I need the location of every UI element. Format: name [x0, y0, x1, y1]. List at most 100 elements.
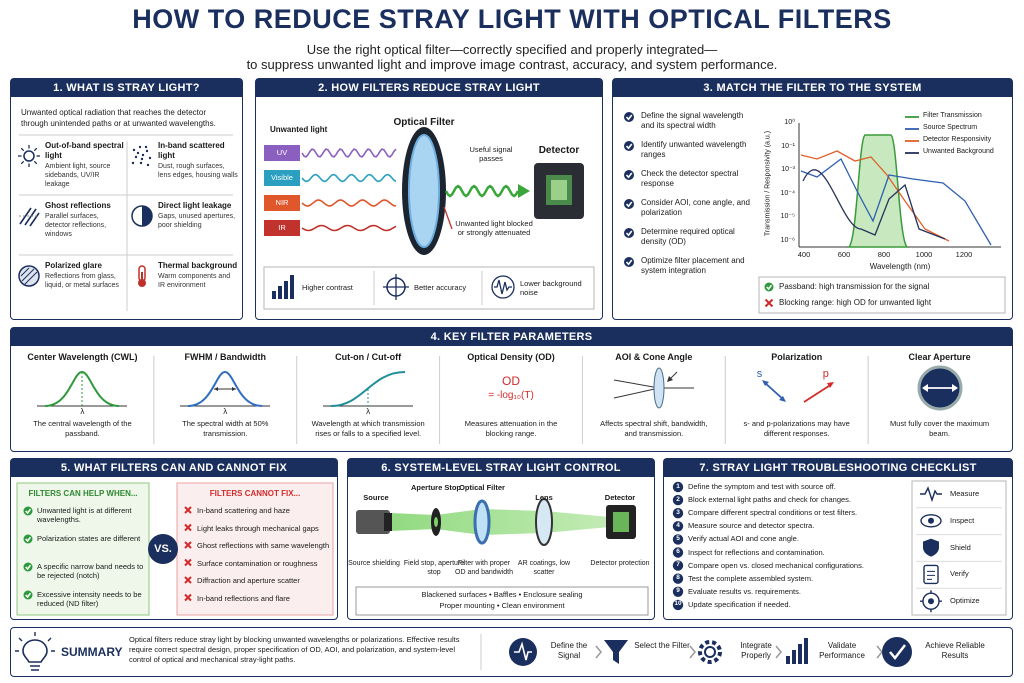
- item-desc: Gaps, unused apertures, poor shielding: [158, 213, 236, 229]
- summary-title: SUMMARY: [61, 645, 123, 659]
- filter-diagram-part-part: [272, 291, 276, 299]
- param-desc: Must fully cover the maximum beam.: [889, 419, 990, 438]
- optical-train-part: [355, 498, 649, 616]
- action-label: Optimize: [950, 596, 980, 606]
- item-icon-part-part: [145, 149, 149, 153]
- x-tick-label: 600: [837, 250, 851, 259]
- checklist-art-part-part: [672, 586, 684, 597]
- detector-label: Detector: [538, 145, 580, 156]
- param-icon-part-part: [613, 387, 659, 399]
- item-icon-part-part: [139, 161, 143, 165]
- checklist-art-part-part: [672, 599, 684, 611]
- step-number: 2: [676, 495, 680, 503]
- param-icon-part-part: [666, 376, 673, 382]
- summary-art: [11, 628, 1011, 675]
- spectrum-chart-part-part: [625, 259, 633, 266]
- spectrum-chart: [613, 79, 1011, 317]
- compare-boxes-part-part: [184, 523, 192, 532]
- page-subtitle: Use the right optical filter—correctly s…: [306, 42, 718, 57]
- item-desc: Reflections from glass, liquid, or metal…: [45, 273, 119, 289]
- flow-step: Select the Filter: [634, 641, 690, 650]
- param-icon-part: [917, 365, 963, 411]
- y-axis-label: Transmission / Responsivity (a.u.): [764, 130, 772, 237]
- item-icon-part-part: [131, 161, 135, 165]
- compare-boxes-part-part: [25, 536, 32, 543]
- step-text: Consider AOI, cone angle, and polarizati…: [641, 198, 750, 217]
- block-note: Blocking range: high OD for unwanted lig…: [779, 298, 932, 307]
- item-icon: [17, 144, 41, 168]
- step-text: Inspect for reflections and contaminatio…: [688, 547, 825, 557]
- checklist-art-part: [672, 480, 1007, 616]
- legend-label: Source Spectrum: [923, 124, 978, 131]
- param-desc: The central wavelength of the passband.: [33, 419, 132, 438]
- band-label: NIR: [264, 195, 300, 211]
- item-icon-part-part: [140, 157, 144, 161]
- item-icon-part-part: [132, 148, 136, 152]
- param-icon-part-part: [613, 379, 659, 389]
- item-icon-part-part: [136, 151, 140, 155]
- item-icon-part: [138, 265, 146, 287]
- can-item: Excessive intensity needs to be reduced …: [37, 590, 142, 608]
- section-header: 6. SYSTEM-LEVEL STRAY LIGHT CONTROL: [348, 459, 654, 477]
- step-text: Define the signal wavelength and its spe…: [641, 111, 744, 130]
- compare-boxes-part-part: [184, 506, 192, 514]
- lambda-glyph: λ: [80, 407, 85, 416]
- param-icon-part: [37, 370, 128, 407]
- param-icon-part-part: [214, 387, 219, 391]
- spectrum-chart-part-part: [766, 284, 773, 291]
- compare-boxes-part-part: [23, 534, 33, 544]
- param-icon-part-part: [331, 371, 406, 407]
- item-icon-part-part: [20, 147, 25, 152]
- checklist-art-part-part: [672, 547, 684, 558]
- action-label: Shield: [950, 542, 971, 552]
- column-dividers-part: [153, 356, 869, 444]
- spectrum-chart-part-part: [764, 298, 774, 308]
- action-label: Verify: [950, 569, 969, 579]
- item-icon-part-part: [144, 145, 148, 149]
- x-tick-label: 1200: [955, 250, 973, 259]
- spectrum-chart-part-part: [625, 143, 633, 150]
- component-name: Aperture Stop: [410, 483, 461, 492]
- legend-label: Filter Transmission: [923, 112, 982, 119]
- section-header: 7. STRAY LIGHT TROUBLESHOOTING CHECKLIST: [664, 459, 1012, 477]
- component-note: Field stop, aperture stop: [403, 560, 465, 576]
- checklist-art-part-part: [672, 534, 684, 545]
- filter-diagram-part-part: [491, 275, 515, 299]
- checklist-art-part-part: [920, 590, 942, 613]
- legend-label: Detector Responsivity: [923, 136, 992, 143]
- filter-diagram-part-part: [301, 199, 397, 207]
- item-icon-part: [18, 265, 40, 287]
- optical-train-part-part: [355, 586, 649, 616]
- item-icon-part-part: [146, 163, 150, 167]
- optical-train-part-part: [384, 513, 392, 531]
- y-tick-label: 10⁻¹: [781, 142, 795, 150]
- page-subtitle: to suppress unwanted light and improve i…: [246, 57, 778, 72]
- flow-step: Validate Performance: [819, 641, 865, 660]
- item-icon-part: [18, 145, 40, 167]
- section-match-filter: 3. MATCH THE FILTER TO THE SYSTEM Define …: [612, 78, 1013, 320]
- block-label: Unwanted light blocked or strongly atten…: [455, 219, 533, 237]
- summary-art-part-part: [804, 638, 808, 664]
- compare-boxes-part: [16, 482, 334, 616]
- spectrum-chart-part: [624, 112, 1006, 314]
- can-item: A specific narrow band needs to be rejec…: [37, 562, 144, 580]
- param-icon: [313, 366, 423, 411]
- item-icon-part-part: [142, 206, 152, 226]
- item-text: In-band scattered light Dust, rough surfa…: [158, 141, 238, 180]
- item-text: Out-of-band spectral light Ambient light,…: [45, 141, 125, 189]
- param-desc: Wavelength at which transmission rises o…: [311, 419, 425, 438]
- spectrum-chart-part-part: [625, 201, 633, 208]
- item-icon-part-part: [141, 272, 143, 282]
- section-system-control: 6. SYSTEM-LEVEL STRAY LIGHT CONTROL Sour…: [347, 458, 655, 620]
- cannot-item: Ghost reflections with same wavelength: [197, 541, 330, 550]
- checklist-art-part-part: [672, 494, 684, 506]
- filter-label: Optical Filter: [393, 117, 455, 128]
- section-header: 5. WHAT FILTERS CAN AND CANNOT FIX: [11, 459, 337, 477]
- spectrum-chart-part-part: [624, 199, 634, 209]
- item-icon: [130, 264, 154, 288]
- optical-train-part-part: [390, 509, 610, 535]
- step-number: 8: [676, 574, 680, 582]
- y-tick-label: 10⁰: [784, 119, 795, 126]
- lambda-glyph: λ: [366, 407, 371, 416]
